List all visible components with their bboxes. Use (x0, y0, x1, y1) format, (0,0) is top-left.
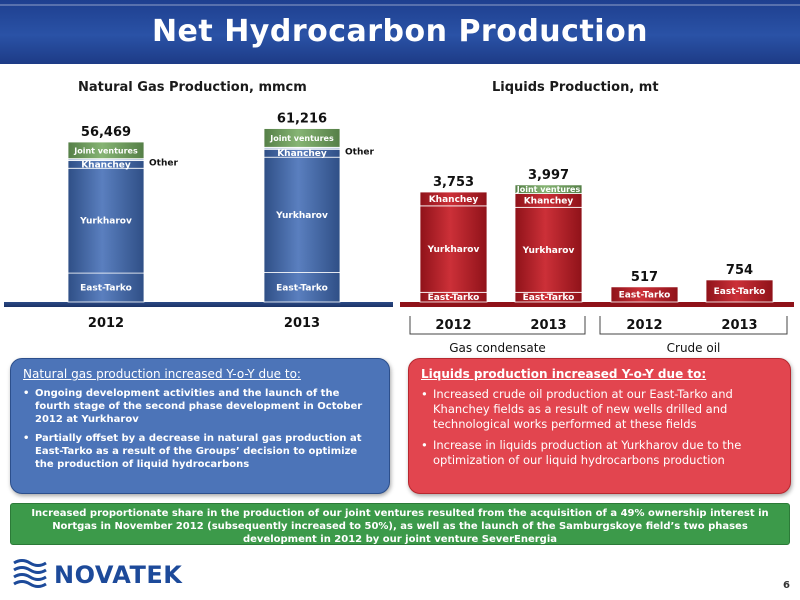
liquids-bar-east-tarko-3 (705, 279, 774, 303)
liquids-label-east-tarko: East-Tarko (619, 290, 671, 300)
page-title: Net Hydrocarbon Production (151, 14, 649, 49)
gas-section-title: Natural Gas Production, mmcm (78, 80, 307, 95)
gas-label-khanchey: Khanchey (277, 149, 327, 159)
liquids-axis (400, 302, 794, 307)
gas-label-other: Other (149, 159, 178, 169)
list-item: • Ongoing development activities and the … (23, 387, 377, 426)
liquids-label-joint-ventures: Joint ventures (516, 185, 581, 194)
gas-drivers-list: • Ongoing development activities and the … (23, 387, 377, 471)
page-number: 6 (783, 580, 790, 591)
gas-driver-text: Ongoing development activities and the l… (35, 388, 363, 425)
gas-driver-text: Partially offset by a decrease in natura… (35, 433, 362, 470)
group-bracket-gas-condensate (409, 316, 586, 335)
liquids-label-east-tarko: East-Tarko (714, 287, 766, 297)
liquids-bar-joint-ventures-1 (514, 184, 583, 194)
gas-drivers-heading: Natural gas production increased Y-o-Y d… (23, 367, 301, 381)
gas-drivers-box: Natural gas production increased Y-o-Y d… (10, 358, 390, 494)
bullet: • (23, 388, 30, 399)
liquids-total-2: 517 (631, 270, 658, 285)
gas-label-joint-ventures: Joint ventures (73, 146, 138, 155)
title-bar: Net Hydrocarbon Production (0, 0, 800, 64)
list-item: • Partially offset by a decrease in natur… (23, 432, 377, 471)
liquids-bar-east-tarko-2 (610, 286, 679, 303)
liquids-total-1: 3,997 (528, 168, 569, 183)
gas-label-east-tarko: East-Tarko (276, 283, 328, 293)
gas-bar-joint-ventures-2012 (67, 141, 145, 160)
gas-bar-yurkharov-2013 (263, 156, 341, 273)
liquids-label-east-tarko: East-Tarko (428, 293, 480, 303)
gas-bar-joint-ventures-2013 (263, 128, 341, 148)
liquids-label-khanchey: Khanchey (429, 195, 479, 205)
gas-total-2012: 56,469 (81, 125, 131, 140)
list-item: • Increase in liquids production at Yurkh… (421, 438, 778, 468)
liquids-category-2: 2012 (626, 318, 662, 333)
liquids-label-yurkharov: Yurkharov (522, 246, 575, 256)
gas-axis (4, 302, 393, 307)
bullet: • (23, 433, 30, 444)
novatek-logo-icon (13, 559, 47, 588)
liquids-category-0: 2012 (435, 318, 471, 333)
liquids-bar-khanchey-0 (419, 191, 488, 207)
liquids-category-3: 2013 (721, 318, 757, 333)
liquids-driver-text: Increased crude oil production at our Ea… (433, 387, 733, 431)
liquids-driver-text: Increase in liquids production at Yurkha… (433, 437, 742, 467)
title-shine (0, 4, 800, 6)
bullet: • (421, 387, 428, 401)
footer-note: Increased proportionate share in the pro… (10, 503, 790, 545)
liquids-section-title: Liquids Production, mt (492, 80, 659, 95)
liquids-label-khanchey: Khanchey (524, 196, 574, 206)
gas-label-joint-ventures: Joint ventures (269, 134, 334, 143)
gas-label-yurkharov: Yurkharov (79, 217, 132, 227)
gas-label-khanchey: Khanchey (81, 160, 131, 170)
liquids-drivers-heading: Liquids production increased Y-o-Y due t… (421, 367, 707, 381)
liquids-total-3: 754 (726, 263, 753, 278)
liquids-category-1: 2013 (530, 318, 566, 333)
liquids-drivers-box: Liquids production increased Y-o-Y due t… (408, 358, 791, 494)
logo-text: NOVATEK (54, 561, 183, 589)
novatek-logo: NOVATEK (12, 557, 202, 591)
gas-category-2013: 2013 (284, 316, 320, 331)
liquids-bar-yurkharov-1 (514, 206, 583, 293)
gas-label-east-tarko: East-Tarko (80, 284, 132, 294)
gas-bar-yurkharov-2012 (67, 167, 145, 274)
bullet: • (421, 437, 428, 452)
group-bracket-crude-oil (599, 316, 788, 335)
liquids-label-yurkharov: Yurkharov (427, 245, 480, 255)
group-label-crude-oil: Crude oil (667, 341, 721, 355)
gas-label-other: Other (345, 147, 374, 157)
group-label-gas-condensate: Gas condensate (449, 341, 546, 355)
gas-total-2013: 61,216 (277, 112, 327, 127)
gas-label-yurkharov: Yurkharov (275, 211, 328, 221)
liquids-label-east-tarko: East-Tarko (523, 293, 575, 303)
liquids-total-0: 3,753 (433, 175, 474, 190)
gas-bar-east-tarko-2013 (263, 272, 341, 303)
list-item: • Increased crude oil production at our E… (421, 387, 778, 432)
gas-category-2012: 2012 (88, 316, 124, 331)
liquids-drivers-list: • Increased crude oil production at our E… (421, 387, 778, 468)
